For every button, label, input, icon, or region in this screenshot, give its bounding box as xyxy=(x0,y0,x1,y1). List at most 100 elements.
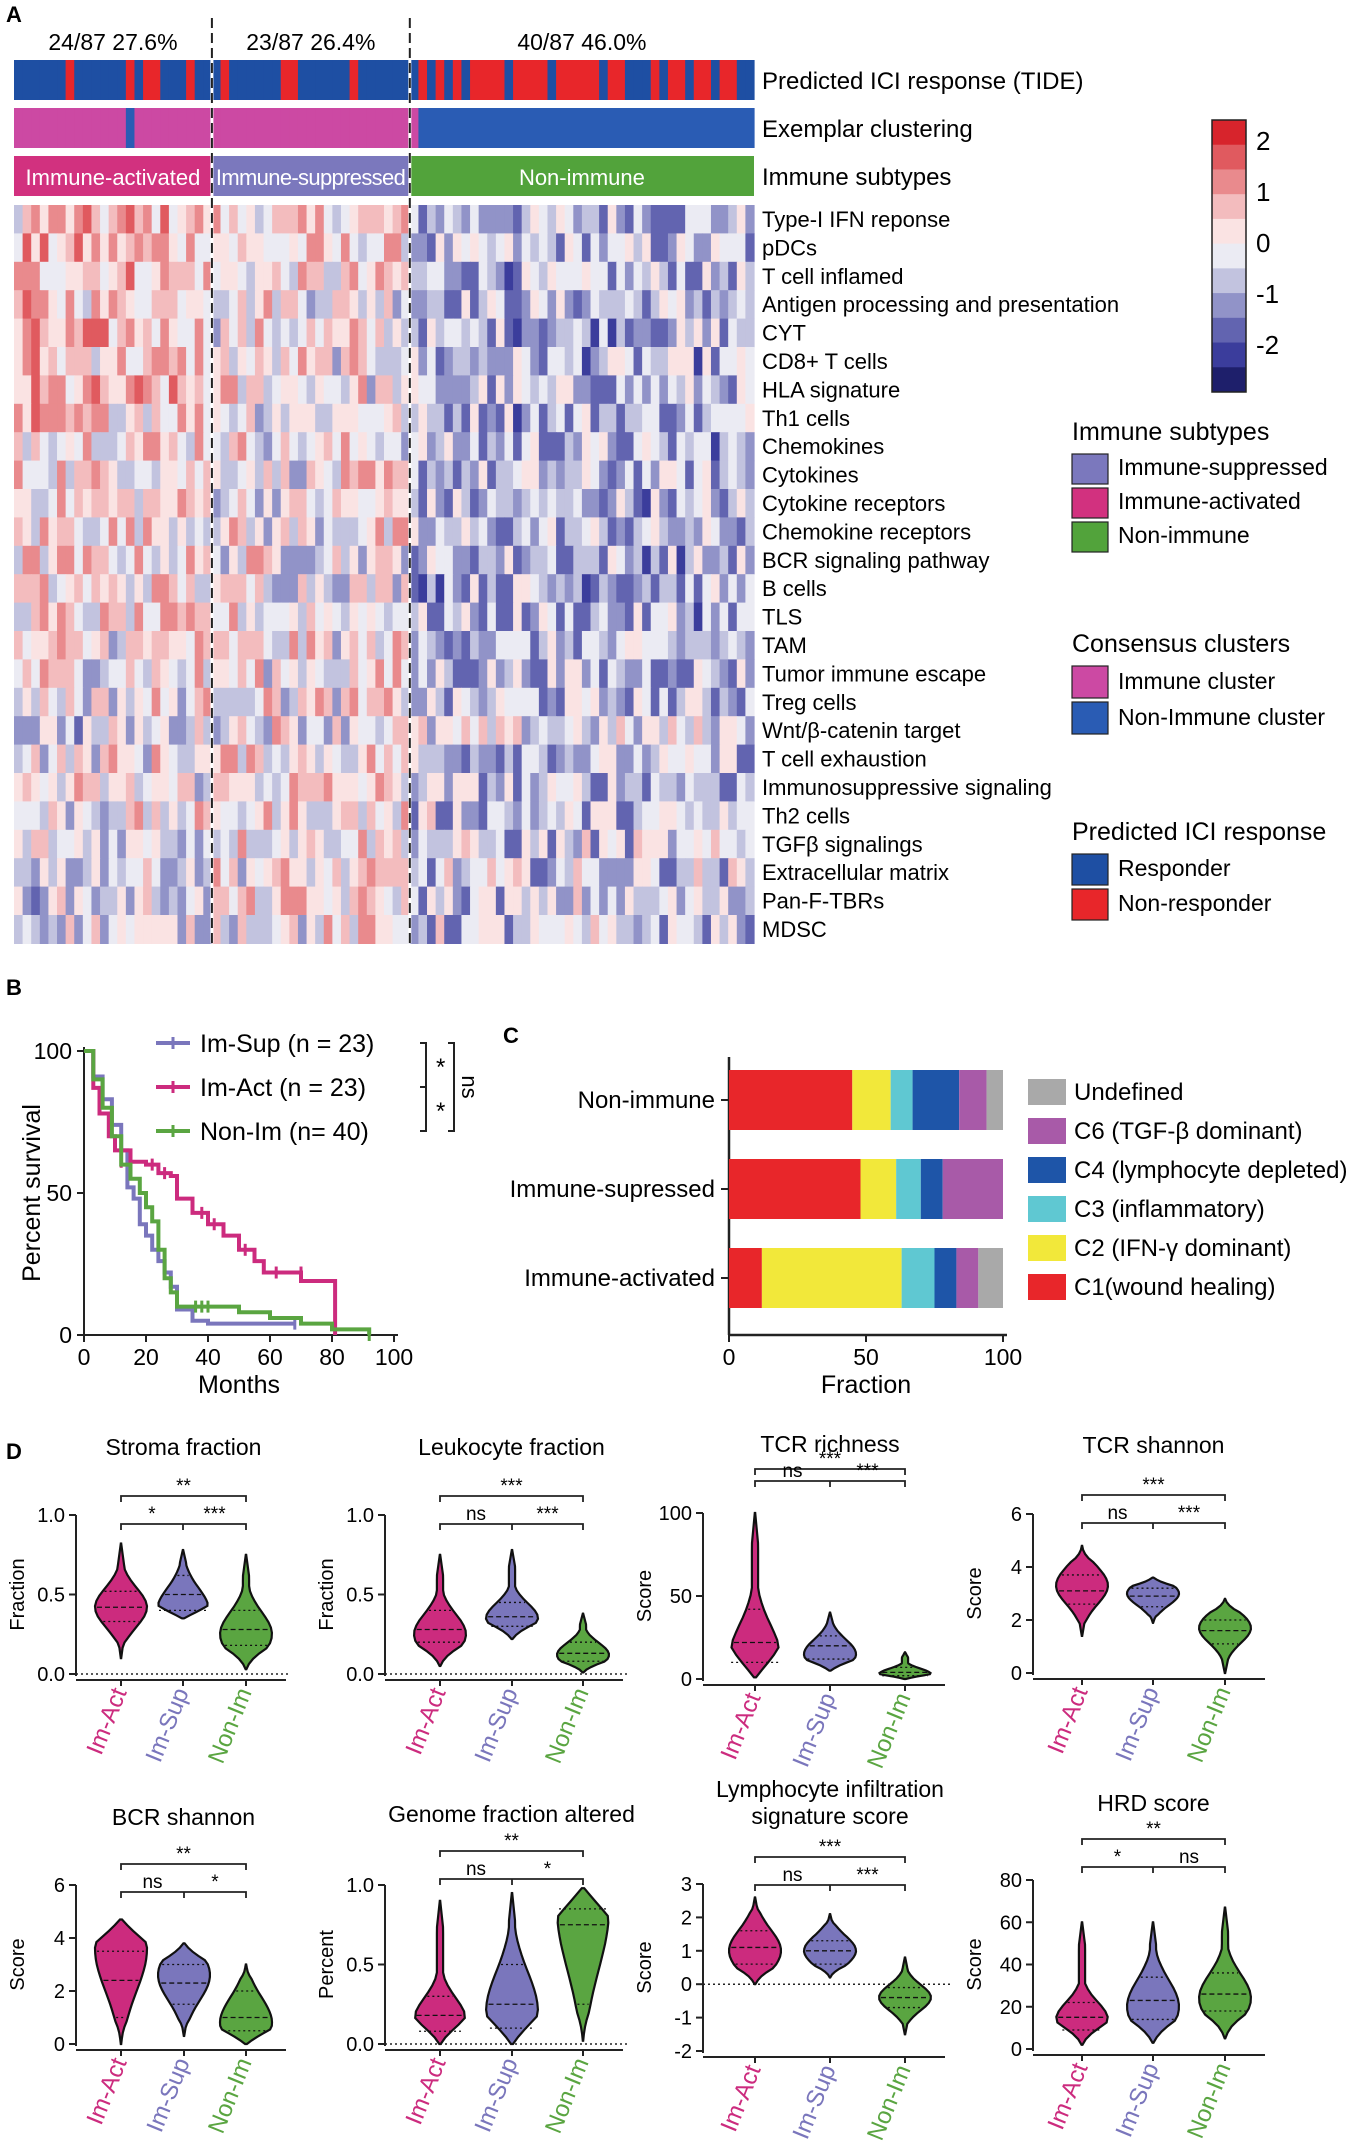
heatmap-cell xyxy=(478,403,488,433)
heatmap-cell xyxy=(323,687,333,717)
x-tick-label: 50 xyxy=(853,1344,879,1370)
consensus-cell xyxy=(710,108,721,148)
heatmap-cell xyxy=(237,233,247,263)
heatmap-cell xyxy=(556,631,566,660)
heatmap-cell xyxy=(444,205,454,234)
consensus-cell xyxy=(384,108,394,148)
legend-swatch xyxy=(1028,1118,1066,1144)
heatmap-cell xyxy=(168,545,179,575)
heatmap-cell xyxy=(211,659,222,689)
heatmap-cell xyxy=(667,574,678,604)
heatmap-cell xyxy=(117,432,127,462)
heatmap-cell xyxy=(375,318,385,348)
category-label: Non-Im xyxy=(540,1684,595,1767)
heatmap-cell xyxy=(530,858,540,888)
tide-cell xyxy=(607,60,617,100)
heatmap-cell xyxy=(237,517,247,547)
heatmap-cell xyxy=(186,574,196,604)
heatmap-cell xyxy=(31,489,41,518)
heatmap-cell xyxy=(315,858,325,888)
heatmap-cell xyxy=(702,545,712,575)
heatmap-cell xyxy=(676,460,686,490)
tide-cell xyxy=(237,60,247,100)
heatmap-cell xyxy=(65,347,75,376)
heatmap-cell xyxy=(48,460,58,490)
heatmap-cell xyxy=(323,744,333,774)
y-tick-label: 0.0 xyxy=(37,1664,65,1686)
heatmap-cell xyxy=(599,631,609,660)
heatmap-cell xyxy=(521,489,531,518)
heatmap-cell xyxy=(504,829,514,859)
heatmap-cell xyxy=(521,886,531,916)
heatmap-cell xyxy=(306,205,316,234)
heatmap-cell xyxy=(530,801,540,831)
heatmap-cell xyxy=(48,801,58,831)
consensus-cell xyxy=(452,108,463,148)
x-tick-label: 100 xyxy=(984,1344,1022,1370)
heatmap-cell xyxy=(616,602,626,632)
tide-cell xyxy=(633,60,643,100)
y-tick-label: 100 xyxy=(659,1503,692,1525)
heatmap-cell xyxy=(280,233,290,263)
heatmap-cell xyxy=(530,517,540,547)
colorscale-swatch xyxy=(1212,120,1246,146)
heatmap-cell xyxy=(513,801,523,831)
heatmap-cell xyxy=(444,403,454,433)
x-tick-label: 0 xyxy=(78,1344,91,1370)
heatmap-cell xyxy=(719,886,729,916)
heatmap-cell xyxy=(263,545,273,575)
y-tick-label: 3 xyxy=(681,1874,692,1896)
tide-cell xyxy=(478,60,488,100)
consensus-cell xyxy=(504,108,514,148)
heatmap-cell xyxy=(693,744,703,774)
heatmap-cell xyxy=(315,886,325,916)
sig-bracket xyxy=(439,1878,584,1885)
heatmap-cell xyxy=(745,744,755,774)
y-tick-label: 1.0 xyxy=(346,1875,374,1897)
heatmap-cell xyxy=(384,318,394,348)
consensus-cell xyxy=(272,108,282,148)
heatmap-cell xyxy=(220,261,230,291)
heatmap-cell xyxy=(349,318,359,348)
heatmap-cell xyxy=(702,403,712,433)
heatmap-cell xyxy=(487,744,497,774)
heatmap-cell xyxy=(564,489,574,518)
heatmap-cell xyxy=(392,375,402,405)
heatmap-cell xyxy=(57,460,67,490)
heatmap-cell xyxy=(134,403,144,433)
heatmap-cell xyxy=(590,829,600,859)
heatmap-cell xyxy=(384,716,394,746)
heatmap-cell xyxy=(728,744,738,774)
heatmap-cell xyxy=(650,687,660,717)
heatmap-cell xyxy=(409,375,420,405)
heatmap-cell xyxy=(48,347,58,376)
heatmap-cell xyxy=(487,829,497,859)
heatmap-cell xyxy=(117,205,127,234)
heatmap-cell xyxy=(607,261,617,291)
heatmap-cell xyxy=(229,489,239,518)
heatmap-cell xyxy=(581,858,592,888)
heatmap-cell xyxy=(203,574,213,604)
heatmap-cell xyxy=(254,602,265,632)
heatmap-cell xyxy=(82,886,93,916)
heatmap-cell xyxy=(117,659,127,689)
heatmap-cell xyxy=(504,290,514,320)
heatmap-cell xyxy=(340,858,351,888)
colorscale-swatch xyxy=(1212,218,1246,245)
heatmap-cell xyxy=(272,829,282,859)
heatmap-cell xyxy=(392,829,402,859)
tide-cell xyxy=(676,60,686,100)
heatmap-cell xyxy=(745,545,755,575)
heatmap-cell xyxy=(100,886,110,916)
heatmap-cell xyxy=(616,631,626,660)
heatmap-cell xyxy=(495,261,506,291)
colorscale-swatch xyxy=(1212,169,1246,195)
heatmap-cell xyxy=(384,858,394,888)
heatmap-cell xyxy=(366,205,376,234)
heatmap-cell xyxy=(315,318,325,348)
heatmap-cell xyxy=(418,915,428,944)
x-tick-label: 0 xyxy=(723,1344,736,1370)
heatmap-cell xyxy=(229,886,239,916)
heatmap-cell xyxy=(177,517,187,547)
